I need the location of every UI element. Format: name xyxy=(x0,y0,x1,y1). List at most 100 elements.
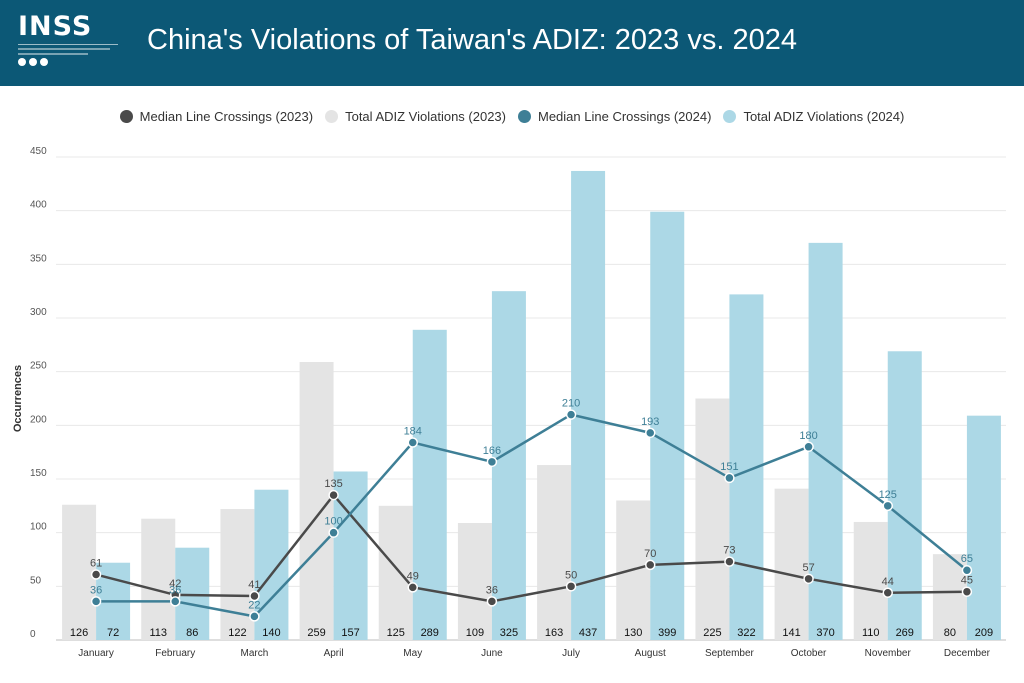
x-tick-label: February xyxy=(155,648,195,659)
bar-value-label-2023: 163 xyxy=(545,627,563,639)
data-label-median-2024: 180 xyxy=(799,430,817,442)
series-line-median-2023 xyxy=(95,493,967,603)
page-title: China's Violations of Taiwan's ADIZ: 202… xyxy=(147,24,797,56)
y-tick-label: 400 xyxy=(30,200,47,211)
bar-total-2023 xyxy=(457,523,492,640)
y-tick-label: 150 xyxy=(30,468,47,479)
point-median-2024 xyxy=(170,596,181,607)
bar-value-label-2023: 122 xyxy=(228,627,246,639)
data-label-median-2024: 100 xyxy=(324,516,342,528)
data-label-median-2024: 36 xyxy=(90,584,102,596)
point-median-2023 xyxy=(803,573,814,585)
bar-value-label-2024: 399 xyxy=(658,627,676,639)
bar-value-label-2024: 370 xyxy=(816,627,834,639)
point-median-2024 xyxy=(328,527,339,538)
bar-total-2023 xyxy=(537,465,572,640)
data-label-median-2023: 135 xyxy=(324,478,342,490)
legend-label: Total ADIZ Violations (2024) xyxy=(743,109,905,124)
bar-total-2023 xyxy=(62,504,97,640)
data-label-median-2024: 210 xyxy=(562,398,580,410)
bar-value-label-2024: 325 xyxy=(500,627,518,639)
x-tick-label: April xyxy=(324,648,344,659)
x-tick-label: June xyxy=(481,648,503,659)
bar-value-label-2024: 86 xyxy=(186,627,198,639)
chart-legend: Median Line Crossings (2023) Total ADIZ … xyxy=(0,109,1024,124)
legend-item-median-2024[interactable]: Median Line Crossings (2024) xyxy=(518,109,711,124)
bar-value-label-2023: 225 xyxy=(703,627,721,639)
bar-value-label-2024: 437 xyxy=(579,627,597,639)
data-label-median-2023: 49 xyxy=(407,570,419,582)
y-tick-label: 0 xyxy=(30,629,36,640)
bar-value-label-2024: 289 xyxy=(421,627,439,639)
bar-total-2024 xyxy=(808,242,843,640)
point-median-2024 xyxy=(803,441,814,453)
chart-area: 0 50 100 150 200 250 300 350 400 450 Occurrences 12… xyxy=(12,146,1006,659)
bar-total-2023 xyxy=(853,521,888,640)
point-median-2023 xyxy=(90,569,102,580)
inss-logo: INSS xyxy=(18,12,118,74)
legend-item-median-2023[interactable]: Median Line Crossings (2023) xyxy=(119,109,314,124)
bar-value-label-2023: 126 xyxy=(70,627,88,639)
x-tick-label: March xyxy=(241,648,269,659)
data-label-median-2023: 57 xyxy=(802,562,814,574)
legend-item-total-2024[interactable]: Total ADIZ Violations (2024) xyxy=(723,109,904,124)
bar-value-label-2023: 80 xyxy=(944,627,956,639)
x-tick-label: August xyxy=(635,648,666,659)
data-label-median-2023: 73 xyxy=(723,545,735,557)
bar-total-2023 xyxy=(378,505,413,640)
y-tick-label: 300 xyxy=(30,307,47,318)
y-tick-label: 200 xyxy=(30,414,47,425)
x-tick-label: November xyxy=(865,648,912,659)
legend-swatch-median-2023 xyxy=(119,110,133,123)
legend-swatch-total-2024 xyxy=(723,110,737,123)
data-label-median-2023: 41 xyxy=(248,579,260,591)
point-median-2024 xyxy=(249,611,260,622)
data-label-median-2023: 42 xyxy=(169,578,181,590)
point-median-2023 xyxy=(882,587,893,599)
data-label-median-2024: 22 xyxy=(248,599,260,611)
data-label-median-2023: 36 xyxy=(486,584,498,596)
x-tick-label: October xyxy=(791,648,827,659)
point-median-2023 xyxy=(328,489,339,501)
y-tick-label: 50 xyxy=(30,575,42,586)
legend-label: Median Line Crossings (2023) xyxy=(139,109,314,124)
data-label-median-2024: 151 xyxy=(720,461,738,473)
point-median-2023 xyxy=(645,559,656,571)
legend-label: Total ADIZ Violations (2023) xyxy=(345,109,506,124)
bar-value-label-2023: 110 xyxy=(862,627,880,639)
bar-total-2024 xyxy=(650,211,685,640)
point-median-2024 xyxy=(882,500,893,512)
data-label-median-2024: 193 xyxy=(641,416,659,428)
bar-total-2024 xyxy=(254,489,289,640)
point-median-2023 xyxy=(407,582,418,593)
data-label-median-2023: 61 xyxy=(90,558,102,570)
point-median-2024 xyxy=(565,409,577,420)
bar-total-2023 xyxy=(695,398,730,640)
header-banner: INSS China's Violations of Taiwan's ADIZ… xyxy=(0,0,1024,86)
bar-value-label-2024: 269 xyxy=(896,627,914,639)
bar-total-2024 xyxy=(966,415,1001,640)
legend-item-total-2023[interactable]: Total ADIZ Violations (2023) xyxy=(325,109,506,124)
y-tick-label: 350 xyxy=(30,253,47,264)
data-label-median-2024: 125 xyxy=(879,489,897,501)
data-label-median-2023: 70 xyxy=(644,548,656,560)
bar-total-2024 xyxy=(491,291,526,640)
logo-wordmark: INSS xyxy=(18,11,93,42)
data-label-median-2024: 65 xyxy=(961,553,973,565)
bar-total-2023 xyxy=(220,509,255,640)
bar-value-label-2024: 157 xyxy=(341,627,359,639)
y-tick-label: 100 xyxy=(30,522,47,533)
bar-total-2024 xyxy=(571,170,606,640)
point-median-2024 xyxy=(90,596,102,607)
series-line-median-2024 xyxy=(96,413,968,618)
bar-total-2023 xyxy=(932,554,967,640)
bar-value-label-2024: 209 xyxy=(975,627,993,639)
bar-total-2024 xyxy=(333,471,368,640)
point-median-2024 xyxy=(645,427,656,439)
bar-value-label-2023: 130 xyxy=(624,627,642,639)
bar-value-label-2024: 72 xyxy=(107,627,119,639)
legend-swatch-median-2024 xyxy=(518,110,531,123)
bar-value-label-2023: 141 xyxy=(782,627,800,639)
point-median-2023 xyxy=(565,581,577,592)
data-label-median-2024: 36 xyxy=(169,584,181,596)
